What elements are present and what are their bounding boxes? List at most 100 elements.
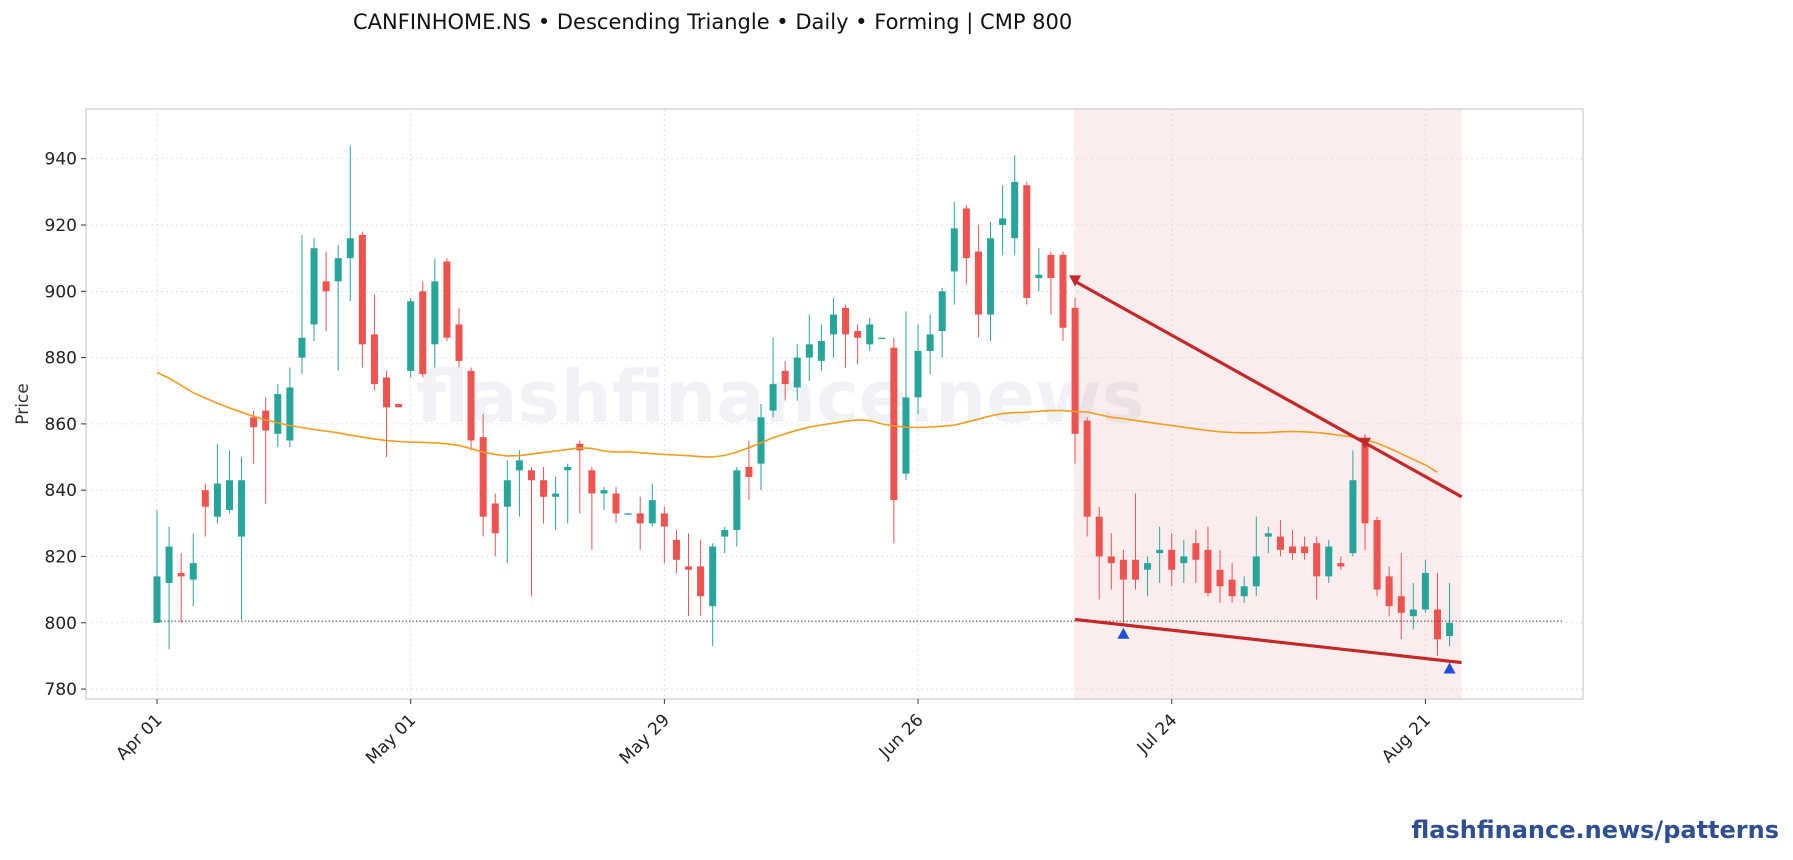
candle-body <box>515 460 523 471</box>
candle-body <box>781 370 789 385</box>
candle <box>1252 516 1260 597</box>
candle-body <box>1144 563 1152 570</box>
candle <box>286 367 294 448</box>
candle-body <box>769 384 777 411</box>
candle <box>999 185 1007 255</box>
candle-body <box>1035 274 1043 279</box>
candle <box>419 281 427 378</box>
brand-link[interactable]: flashfinance.news/patterns <box>1411 816 1779 844</box>
candle-body <box>201 490 209 507</box>
candle-body <box>938 291 946 332</box>
candle <box>189 533 197 607</box>
candle-body <box>987 238 995 315</box>
candle-body <box>322 281 330 292</box>
pivot-low-marker <box>1443 662 1456 674</box>
candle <box>1421 559 1429 613</box>
candle-body <box>1083 420 1091 517</box>
candle <box>829 297 837 358</box>
candle <box>1180 539 1188 583</box>
candle-body <box>1349 480 1357 554</box>
candle <box>890 337 898 544</box>
y-tick-label: 780 <box>45 680 77 700</box>
candle-body <box>165 546 173 583</box>
candle-body <box>890 347 898 501</box>
candle-body <box>1216 569 1224 587</box>
candle-body <box>383 377 391 408</box>
y-tick-label: 800 <box>45 614 77 634</box>
candle-body <box>1180 556 1188 564</box>
candle <box>1119 549 1127 623</box>
candle <box>503 460 511 564</box>
candle <box>974 225 982 338</box>
candle <box>1095 506 1103 600</box>
candle <box>1240 576 1248 603</box>
chart-title: CANFINHOME.NS • Descending Triangle • Da… <box>353 10 1072 35</box>
x-tick-label: Jun 26 <box>875 710 928 763</box>
watermark: flashfinance.news <box>416 355 1145 439</box>
candle-body <box>1337 563 1345 567</box>
candle-body <box>842 307 850 335</box>
candle <box>407 297 415 378</box>
candle-body <box>1107 556 1115 564</box>
candle <box>1071 297 1079 464</box>
candle-body <box>1313 543 1321 577</box>
candle-body <box>552 493 560 497</box>
candle <box>1289 529 1297 560</box>
candle <box>1313 536 1321 600</box>
candle <box>1433 573 1441 656</box>
candle <box>443 258 451 342</box>
candle-body <box>238 480 246 537</box>
candle <box>962 205 970 285</box>
candle <box>1156 526 1164 583</box>
candle <box>842 304 850 368</box>
candle-body <box>672 539 680 560</box>
candle-body <box>1192 543 1200 560</box>
candle <box>685 533 693 617</box>
candle-body <box>636 513 644 524</box>
candle-body <box>1264 533 1272 537</box>
candle-body <box>1252 556 1260 587</box>
candle <box>383 370 391 458</box>
candle-body <box>1023 185 1031 298</box>
candle-body <box>443 261 451 338</box>
candle-body <box>914 350 922 398</box>
candle-body <box>733 470 741 530</box>
y-tick-label: 820 <box>45 547 77 567</box>
candle <box>1059 251 1067 342</box>
candle <box>1011 155 1019 255</box>
y-tick-label: 840 <box>45 481 77 501</box>
candle-body <box>527 470 535 481</box>
candle-body <box>793 357 801 388</box>
candle <box>1337 556 1345 570</box>
x-tick-label: Aug 21 <box>1378 710 1435 767</box>
candle-body <box>999 218 1007 226</box>
candle-body <box>491 503 499 534</box>
candle-body <box>950 228 958 272</box>
candle <box>950 201 958 305</box>
candle <box>358 231 366 368</box>
candle-body <box>395 404 403 408</box>
candle <box>1204 526 1212 597</box>
candle <box>781 360 789 401</box>
candle-body <box>1301 546 1309 554</box>
candle-body <box>346 238 354 259</box>
candle-body <box>1409 609 1417 617</box>
candle <box>757 404 765 491</box>
candle-body <box>878 337 886 340</box>
candle <box>1301 536 1309 560</box>
candle <box>1361 433 1369 550</box>
candle-body <box>866 324 874 345</box>
candle <box>878 337 886 340</box>
candle <box>491 493 499 557</box>
candle <box>238 457 246 620</box>
candle <box>322 251 330 332</box>
candle <box>540 466 548 524</box>
candle-body <box>1240 586 1248 597</box>
candle-body <box>1385 576 1393 607</box>
candle <box>1228 563 1236 603</box>
candle-body <box>974 251 982 315</box>
candle-body <box>213 483 221 517</box>
x-tick-label: Apr 01 <box>112 710 166 764</box>
candle-body <box>1397 596 1405 613</box>
candle <box>1409 582 1417 630</box>
